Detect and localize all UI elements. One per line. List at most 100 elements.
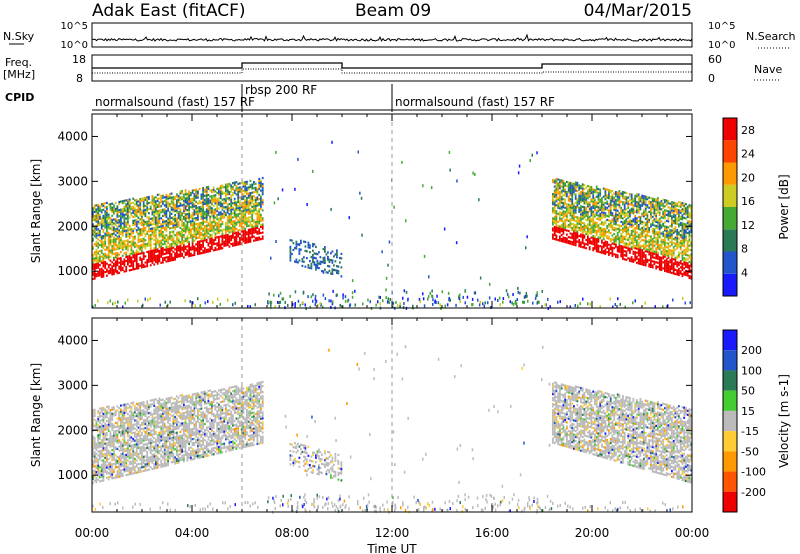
data-cell xyxy=(658,268,661,271)
data-cell xyxy=(177,211,180,214)
data-cell xyxy=(643,261,645,264)
data-cell xyxy=(127,198,129,202)
data-cell xyxy=(183,240,185,243)
data-cell xyxy=(118,245,121,248)
data-cell xyxy=(653,232,656,235)
data-cell xyxy=(639,244,642,247)
data-cell xyxy=(95,458,98,462)
data-cell xyxy=(588,209,591,212)
data-cell xyxy=(207,208,210,211)
data-cell xyxy=(653,230,656,233)
data-cell xyxy=(657,251,659,254)
data-cell xyxy=(102,253,105,256)
data-cell xyxy=(672,258,675,261)
data-cell xyxy=(226,209,229,212)
data-cell xyxy=(93,457,96,460)
data-cell xyxy=(104,218,107,221)
data-cell xyxy=(174,195,176,198)
data-cell xyxy=(294,187,296,191)
data-cell xyxy=(620,210,623,213)
data-cell xyxy=(97,478,100,481)
data-cell xyxy=(620,212,623,215)
data-cell xyxy=(100,261,103,264)
data-cell xyxy=(198,222,201,225)
data-cell xyxy=(116,251,119,255)
data-cell xyxy=(636,235,638,238)
data-cell xyxy=(95,228,98,231)
data-cell xyxy=(674,216,677,219)
data-cell xyxy=(146,220,149,223)
data-cell xyxy=(269,300,271,304)
data-cell xyxy=(655,206,658,209)
data-cell xyxy=(232,222,234,225)
data-cell xyxy=(204,237,206,240)
data-cell xyxy=(466,295,469,299)
data-cell xyxy=(289,245,292,248)
data-cell xyxy=(125,251,128,254)
data-cell xyxy=(102,243,105,246)
data-cell xyxy=(655,230,658,234)
data-cell xyxy=(212,231,215,234)
data-cell xyxy=(170,249,173,252)
data-cell xyxy=(604,240,607,243)
data-cell xyxy=(651,256,654,259)
data-cell xyxy=(573,237,575,240)
data-cell xyxy=(141,258,143,261)
data-cell xyxy=(562,190,565,193)
data-cell xyxy=(566,185,568,188)
data-cell xyxy=(629,195,631,198)
data-cell xyxy=(660,268,663,271)
data-cell xyxy=(258,216,261,219)
data-cell xyxy=(251,195,254,198)
data-cell xyxy=(636,241,638,244)
data-cell xyxy=(625,242,628,245)
data-cell xyxy=(204,227,206,230)
data-cell xyxy=(560,223,563,227)
data-cell xyxy=(291,252,293,256)
data-cell xyxy=(190,252,192,255)
data-cell xyxy=(159,303,161,307)
data-cell xyxy=(141,227,143,231)
data-cell xyxy=(683,249,686,252)
data-cell xyxy=(146,224,149,227)
data-cell xyxy=(232,228,234,231)
data-cell xyxy=(141,231,143,235)
data-cell xyxy=(592,224,595,228)
data-cell xyxy=(183,248,185,251)
data-cell xyxy=(653,214,656,217)
data-cell xyxy=(685,261,687,264)
data-cell xyxy=(165,252,168,255)
data-cell xyxy=(190,228,192,231)
data-cell xyxy=(128,269,131,272)
data-cell xyxy=(151,223,154,226)
data-cell xyxy=(216,208,219,211)
data-cell xyxy=(662,251,665,254)
data-cell xyxy=(609,213,612,216)
data-cell xyxy=(674,258,677,261)
data-cell xyxy=(95,242,98,245)
data-cell xyxy=(128,204,131,207)
data-cell xyxy=(672,238,675,241)
data-cell xyxy=(616,199,619,202)
data-cell xyxy=(123,201,126,204)
data-cell xyxy=(153,247,156,250)
data-cell xyxy=(247,196,250,199)
data-cell xyxy=(235,203,238,206)
data-cell xyxy=(148,238,150,241)
data-cell xyxy=(137,250,140,254)
data-cell xyxy=(639,216,642,219)
data-cell xyxy=(609,203,612,206)
data-cell xyxy=(162,196,164,199)
data-cell xyxy=(186,202,189,206)
data-cell xyxy=(634,210,637,213)
data-cell xyxy=(609,189,612,192)
data-cell xyxy=(114,268,117,271)
data-cell xyxy=(246,200,248,204)
data-cell xyxy=(179,204,182,207)
data-cell xyxy=(599,216,602,219)
data-cell xyxy=(650,251,652,254)
data-cell xyxy=(120,218,122,221)
data-cell xyxy=(657,253,659,256)
data-cell xyxy=(564,188,567,191)
data-cell xyxy=(151,213,154,216)
